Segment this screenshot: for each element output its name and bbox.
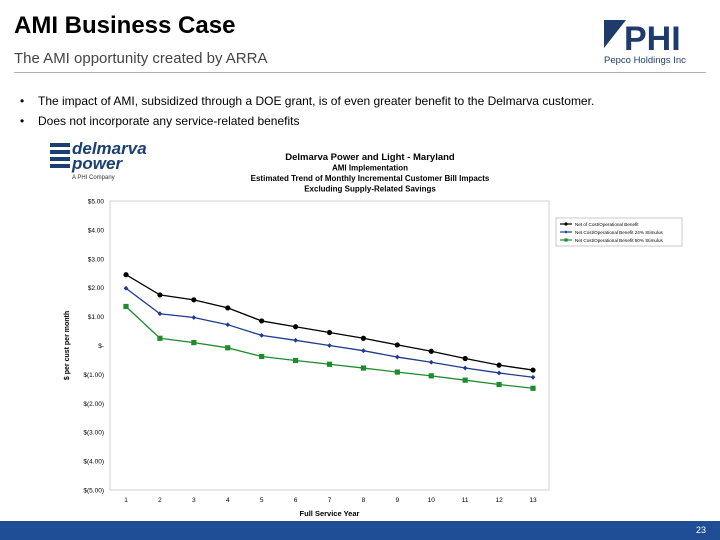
x-tick-label: 8 <box>362 497 366 504</box>
data-point <box>191 315 197 320</box>
chart-title-line: Excluding Supply-Related Savings <box>304 185 436 194</box>
data-point <box>496 362 502 368</box>
delmarva-name: delmarva power <box>72 139 147 173</box>
legend-marker <box>564 238 568 242</box>
data-point <box>530 385 536 391</box>
data-point <box>292 324 299 330</box>
legend-label: Net Cost/Operational Benefit 50% Stimulu… <box>575 238 664 243</box>
data-point <box>394 369 400 375</box>
x-tick-label: 9 <box>396 497 400 504</box>
data-point <box>462 377 468 383</box>
slide-title: AMI Business Case <box>14 12 236 39</box>
page-number: 23 <box>695 525 706 535</box>
data-point <box>530 367 536 373</box>
data-point <box>157 311 163 317</box>
data-point <box>123 303 129 310</box>
x-tick-label: 3 <box>192 497 196 504</box>
y-tick-label: $5.00 <box>88 199 105 206</box>
data-point <box>157 335 163 341</box>
x-tick-label: 4 <box>226 497 230 504</box>
data-point <box>326 361 333 367</box>
y-tick-label: $3.00 <box>88 256 105 263</box>
data-point <box>326 329 333 336</box>
data-point <box>327 343 332 348</box>
y-tick-label: $- <box>98 343 104 350</box>
x-tick-label: 10 <box>428 497 436 504</box>
x-tick-label: 1 <box>124 497 128 504</box>
slide-subtitle: The AMI opportunity created by ARRA <box>14 50 268 67</box>
bullet-list: The impact of AMI, subsidized through a … <box>18 94 594 134</box>
delmarva-tagline: A PHI Company <box>72 175 115 181</box>
data-point <box>191 297 197 303</box>
x-tick-label: 12 <box>495 497 503 504</box>
data-point <box>225 345 231 351</box>
title-rule <box>14 72 706 73</box>
phi-logo-caption: Pepco Holdings Inc <box>604 55 686 66</box>
data-point <box>259 318 265 324</box>
legend-box <box>555 217 683 247</box>
data-point <box>225 305 231 311</box>
data-point <box>225 322 231 328</box>
y-tick-label: $(2.00) <box>83 401 104 408</box>
phi-logo: PHI <box>604 20 681 58</box>
y-tick-label: $(1.00) <box>83 372 104 379</box>
data-point <box>428 348 434 354</box>
data-point <box>428 373 434 379</box>
plot-area <box>109 200 550 491</box>
data-point <box>394 342 400 348</box>
chart-title-line: AMI Implementation <box>332 164 408 173</box>
phi-logo-mark-icon <box>604 20 626 48</box>
data-point <box>157 292 163 298</box>
data-point <box>496 370 502 376</box>
data-point <box>259 332 265 338</box>
data-point <box>123 285 129 291</box>
x-tick-label: 11 <box>462 497 469 504</box>
delmarva-name-line1: delmarva <box>72 139 147 158</box>
data-point <box>394 354 400 360</box>
data-point <box>123 272 129 278</box>
x-tick-label: 6 <box>294 497 298 504</box>
chart-title-line: Delmarva Power and Light - Maryland <box>285 152 455 163</box>
bullet-item: The impact of AMI, subsidized through a … <box>18 94 594 108</box>
footer-bar: 23 <box>0 521 720 540</box>
data-point <box>462 365 468 371</box>
y-tick-label: $(5.00) <box>83 488 104 495</box>
y-tick-label: $1.00 <box>88 314 105 321</box>
legend-marker <box>564 230 568 234</box>
y-axis-label: $ per cust per month <box>64 311 71 380</box>
x-tick-label: 7 <box>328 497 332 504</box>
x-tick-label: 5 <box>260 497 264 504</box>
data-point <box>293 337 298 343</box>
phi-logo-text: PHI <box>624 20 681 58</box>
data-point <box>530 374 536 380</box>
data-point <box>259 353 265 360</box>
legend-marker <box>564 222 568 226</box>
x-tick-label: 2 <box>158 497 162 504</box>
delmarva-mark-icon <box>50 143 70 168</box>
data-point <box>292 357 299 364</box>
legend-label: Net of Cost/Operational Benefit <box>575 222 639 227</box>
y-tick-label: $(3.00) <box>83 430 104 437</box>
data-point <box>191 340 197 346</box>
data-point <box>361 348 366 354</box>
chart-title-line: Estimated Trend of Monthly Incremental C… <box>251 174 490 183</box>
delmarva-name-line2: power <box>72 154 123 173</box>
data-point <box>462 355 468 362</box>
y-tick-label: $4.00 <box>88 227 105 234</box>
data-point <box>360 335 367 341</box>
data-point <box>428 359 434 365</box>
y-tick-label: $2.00 <box>88 285 105 292</box>
x-tick-label: 13 <box>529 497 537 504</box>
x-axis-label: Full Service Year <box>300 509 360 518</box>
data-point <box>360 365 367 371</box>
legend-label: Net Cost/Operational Benefit 24% Stimulu… <box>575 230 664 235</box>
y-tick-label: $(4.00) <box>83 459 104 466</box>
series-line <box>125 274 534 371</box>
bullet-item: Does not incorporate any service-related… <box>18 114 594 128</box>
data-point <box>496 381 502 388</box>
